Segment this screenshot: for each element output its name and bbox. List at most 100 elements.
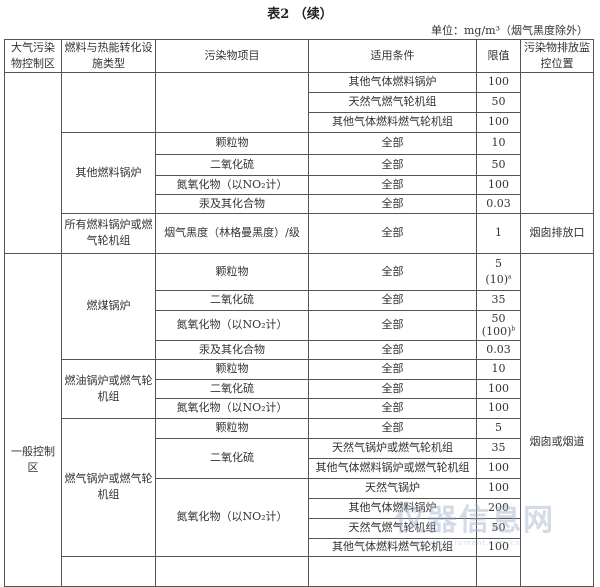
condition-cell: 其他气体燃料锅炉 bbox=[308, 71, 477, 93]
limit-cell: 100 bbox=[476, 378, 521, 399]
header-facility: 燃料与热能转化设施类型 bbox=[61, 39, 156, 73]
condition-cell: 全部 bbox=[308, 289, 477, 311]
item-cell: 二氧化硫 bbox=[155, 378, 309, 399]
limit-cell: 0.03 bbox=[476, 193, 521, 214]
limit-cell: 100 bbox=[476, 457, 521, 479]
zone-cell: 一般控制区 bbox=[4, 252, 62, 587]
table-row: 汞及其化合物 全部 0.03 bbox=[5, 193, 594, 214]
limit-cell: 50 bbox=[476, 91, 521, 113]
table-row: 氮氧化物（以NO₂计） 全部 50 (100)b bbox=[5, 309, 594, 341]
condition-cell: 其他气体燃料燃气轮机组 bbox=[308, 111, 477, 133]
limit-cell: 35 bbox=[476, 437, 521, 459]
item-cell: 烟气黑度（林格曼黑度）/级 bbox=[155, 212, 309, 254]
limit-value-alt: (10) bbox=[485, 272, 508, 286]
table-row: 汞及其化合物 全部 0.03 bbox=[5, 339, 594, 360]
item-cell: 汞及其化合物 bbox=[155, 339, 309, 360]
condition-cell: 天然气燃气轮机组 bbox=[308, 517, 477, 539]
condition-cell: 天然气燃气轮机组 bbox=[308, 91, 477, 113]
item-cell: 汞及其化合物 bbox=[155, 193, 309, 214]
facility-cell-blank bbox=[61, 71, 156, 133]
limit-cell: 10 bbox=[476, 131, 521, 155]
facility-cell: 燃煤锅炉 bbox=[61, 252, 156, 360]
condition-cell: 全部 bbox=[308, 153, 477, 176]
zone-cell-blank bbox=[4, 71, 62, 254]
item-cell: 颗粒物 bbox=[155, 252, 309, 291]
header-item: 污染物项目 bbox=[155, 39, 309, 73]
table-row: 燃气锅炉或燃气轮机组 颗粒物 全部 5 bbox=[5, 417, 594, 557]
condition-cell: 全部 bbox=[308, 417, 477, 439]
table-row: 燃油锅炉或燃气轮机组 颗粒物 全部 10 bbox=[5, 358, 594, 419]
table-row: 二氧化硫 全部 35 bbox=[5, 289, 594, 311]
limit-value-alt: (100) bbox=[481, 325, 512, 339]
condition-cell: 其他气体燃料锅炉或燃气轮机组 bbox=[308, 457, 477, 479]
table-row: 所有燃料锅炉或燃气轮机组 烟气黑度（林格曼黑度）/级 全部 1 烟囱排放口 bbox=[5, 212, 594, 254]
item-cell: 氮氧化物（以NO₂计） bbox=[155, 397, 309, 419]
item-cell: 氮氧化物（以NO₂计） bbox=[155, 309, 309, 341]
header-zone: 大气污染物控制区 bbox=[4, 39, 62, 73]
limit-cell: 5 (10)a bbox=[476, 252, 521, 291]
limit-cell: 35 bbox=[476, 289, 521, 311]
condition-cell: 全部 bbox=[308, 193, 477, 214]
limit-value: 5 bbox=[495, 256, 502, 270]
table-row: 一般控制区 燃煤锅炉 颗粒物 全部 5 (10)a 烟囱或烟道 bbox=[4, 252, 594, 587]
table-row: 天然气燃气轮机组 50 bbox=[5, 91, 594, 113]
table-title: 表2 （续） bbox=[267, 7, 333, 22]
location-cell: 烟囱排放口 bbox=[520, 212, 594, 254]
limit-cell: 50 bbox=[476, 153, 521, 176]
condition-cell: 全部 bbox=[308, 131, 477, 155]
condition-cell: 其他气体燃料燃气轮机组 bbox=[308, 537, 477, 557]
table-row: 天然气燃气轮机组 50 bbox=[5, 517, 594, 539]
condition-cell: 天然气锅炉或燃气轮机组 bbox=[308, 437, 477, 459]
facility-cell: 其他燃料锅炉 bbox=[61, 131, 156, 214]
facility-cell: 燃气锅炉或燃气轮机组 bbox=[61, 417, 156, 557]
condition-cell: 全部 bbox=[308, 339, 477, 360]
limit-cell: 50 (100)b bbox=[476, 309, 521, 341]
header-location: 污染物排放监控位置 bbox=[520, 39, 594, 73]
limit-cell: 100 bbox=[476, 111, 521, 133]
limit-cell: 1 bbox=[476, 212, 521, 254]
limit-cell: 0.03 bbox=[476, 339, 521, 360]
footnote-marker: b bbox=[511, 325, 516, 333]
table-row: 二氧化硫 全部 50 bbox=[5, 153, 594, 176]
condition-cell: 全部 bbox=[308, 212, 477, 254]
limit-cell: 100 bbox=[476, 71, 521, 93]
condition-cell: 全部 bbox=[308, 378, 477, 399]
footnote-marker: a bbox=[508, 273, 512, 281]
table-row: 其他气体燃料燃气轮机组 100 bbox=[5, 537, 594, 557]
condition-cell: 全部 bbox=[308, 174, 477, 195]
location-cell-blank bbox=[520, 71, 594, 214]
table-row-cut-off bbox=[5, 555, 594, 587]
limit-cell: 100 bbox=[476, 397, 521, 419]
emission-limits-table: 大气污染物控制区 燃料与热能转化设施类型 污染物项目 适用条件 限值 污染物排放… bbox=[4, 39, 594, 587]
facility-cell: 所有燃料锅炉或燃气轮机组 bbox=[61, 212, 156, 254]
item-cell: 二氧化硫 bbox=[155, 437, 309, 479]
facility-cell: 燃油锅炉或燃气轮机组 bbox=[61, 358, 156, 419]
facility-cell-blank bbox=[61, 555, 156, 587]
condition-cell: 全部 bbox=[308, 358, 477, 380]
unit-note: 单位：mg/m³（烟气黑度除外） bbox=[430, 24, 588, 37]
item-cell: 颗粒物 bbox=[155, 131, 309, 155]
item-cell: 氮氧化物（以NO₂计） bbox=[155, 477, 309, 557]
item-cell: 颗粒物 bbox=[155, 358, 309, 380]
limit-cell-blank bbox=[476, 555, 521, 587]
item-cell-blank bbox=[155, 71, 309, 133]
condition-cell: 其他气体燃料锅炉 bbox=[308, 497, 477, 519]
limit-cell: 100 bbox=[476, 174, 521, 195]
limit-cell: 100 bbox=[476, 537, 521, 557]
item-cell: 颗粒物 bbox=[155, 417, 309, 439]
limit-cell: 10 bbox=[476, 358, 521, 380]
location-cell: 烟囱或烟道 bbox=[520, 252, 594, 587]
item-cell: 二氧化硫 bbox=[155, 289, 309, 311]
table-row: 其他气体燃料锅炉 100 bbox=[4, 71, 594, 254]
limit-cell: 5 bbox=[476, 417, 521, 439]
item-cell: 氮氧化物（以NO₂计） bbox=[155, 174, 309, 195]
limit-cell: 100 bbox=[476, 477, 521, 499]
condition-cell-blank bbox=[308, 555, 477, 587]
limit-value: 50 bbox=[491, 312, 506, 326]
item-cell: 二氧化硫 bbox=[155, 153, 309, 176]
condition-cell: 全部 bbox=[308, 309, 477, 341]
table-row: 氮氧化物（以NO₂计） 全部 100 bbox=[5, 174, 594, 195]
table-row: 氮氧化物（以NO₂计） 天然气锅炉 100 bbox=[5, 477, 594, 557]
header-condition: 适用条件 bbox=[308, 39, 477, 73]
table-row: 其他燃料锅炉 颗粒物 全部 10 bbox=[5, 131, 594, 214]
